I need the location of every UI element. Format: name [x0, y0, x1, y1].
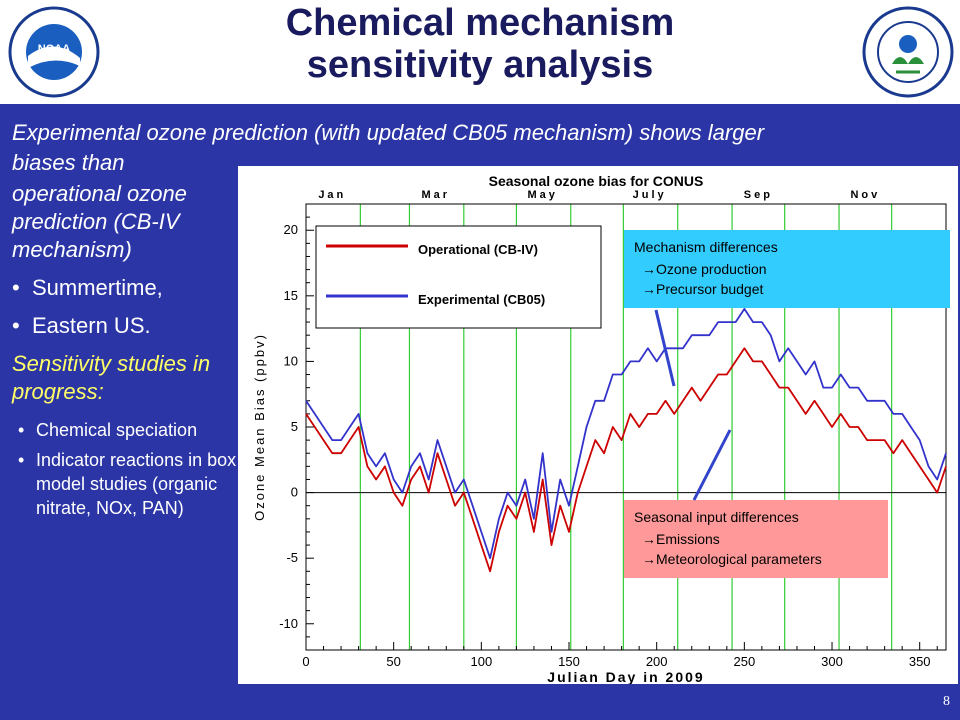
- legend: Operational (CB-IV) Experimental (CB05): [315, 225, 602, 329]
- input-differences-box: [624, 500, 888, 578]
- mechanism-differences-item: →Precursor budget: [642, 281, 764, 297]
- mechanism-differences-item: →Ozone production: [642, 261, 767, 277]
- x-tick-label: 150: [558, 654, 580, 669]
- ozone-bias-chart: Seasonal ozone bias for CONUS Jan Mar May Ju…: [252, 173, 950, 685]
- x-axis-label: Julian Day in 2009: [547, 669, 704, 684]
- legend-label: Experimental (CB05): [418, 292, 545, 307]
- y-tick-label: 10: [284, 353, 298, 368]
- y-tick-label: 5: [291, 419, 298, 434]
- title-line-1: Chemical mechanism: [285, 2, 675, 44]
- chart-title: Seasonal ozone bias for CONUS: [489, 173, 704, 189]
- legend-box: [315, 225, 602, 329]
- mechanism-arrow: [654, 309, 676, 387]
- page-number: 8: [943, 694, 950, 709]
- input-arrow: [692, 429, 732, 501]
- svg-text:NOAA: NOAA: [38, 43, 70, 55]
- series-line-experimental: [305, 307, 947, 560]
- x-tick-label: 300: [821, 654, 843, 669]
- sensitivity-heading: Sensitivity studies in progress:: [12, 351, 211, 404]
- y-tick-label: 15: [284, 288, 298, 303]
- month-label: Mar: [421, 189, 450, 201]
- legend-label: Operational (CB-IV): [418, 242, 538, 257]
- intro-line-2: biases than: [12, 150, 125, 175]
- y-tick-label: 20: [284, 222, 298, 237]
- bullet-eastern-us: Eastern US.: [12, 312, 238, 340]
- y-tick-label: -5: [286, 550, 298, 565]
- intro-continuation: operational ozone prediction (CB-IV mech…: [12, 181, 187, 262]
- x-tick-label: 100: [470, 654, 492, 669]
- annotations: Mechanism differences →Ozone production →P…: [624, 230, 950, 578]
- bullet-indicator-reactions: Indicator reactions in box model studies…: [12, 448, 238, 520]
- intro-line-1: Experimental ozone prediction (with upda…: [12, 120, 765, 145]
- axis-labels: Seasonal ozone bias for CONUS Jan Mar May Ju…: [252, 173, 931, 685]
- month-label: Jan: [318, 189, 346, 201]
- month-label: Nov: [850, 189, 880, 201]
- bullet-summertime: Summertime,: [12, 274, 238, 302]
- y-tick-label: 0: [291, 485, 298, 500]
- noaa-logo: NOAA: [8, 6, 100, 98]
- epa-logo: [862, 6, 954, 98]
- x-tick-label: 250: [734, 654, 756, 669]
- x-tick-label: 50: [386, 654, 400, 669]
- month-label: Sep: [744, 189, 773, 201]
- series-line-operational: [305, 347, 947, 573]
- x-tick-label: 350: [909, 654, 931, 669]
- input-differences-item: →Emissions: [642, 531, 720, 547]
- x-tick-label: 200: [646, 654, 668, 669]
- intro-text: Experimental ozone prediction (with upda…: [12, 118, 952, 178]
- slide-header: [0, 0, 960, 104]
- mechanism-differences-title: Mechanism differences: [634, 239, 778, 255]
- chart-panel: Seasonal ozone bias for CONUS Jan Mar May Ju…: [238, 166, 958, 685]
- bullet-chemical-speciation: Chemical speciation: [12, 418, 238, 442]
- mechanism-differences-box: [624, 230, 950, 308]
- input-differences-title: Seasonal input differences: [634, 509, 799, 525]
- series-lines: [305, 307, 947, 573]
- month-label: July: [633, 189, 667, 201]
- input-differences-item: →Meteorological parameters: [642, 551, 822, 567]
- slide-title: Chemical mechanism sensitivity analysis: [200, 2, 760, 86]
- month-label: May: [528, 189, 558, 201]
- title-line-2: sensitivity analysis: [306, 44, 654, 86]
- axes: [305, 203, 947, 651]
- y-tick-label: -10: [279, 616, 298, 631]
- left-column: operational ozone prediction (CB-IV mech…: [12, 180, 238, 520]
- x-tick-label: 0: [302, 654, 309, 669]
- y-axis-label: Ozone Mean Bias (ppbv): [252, 333, 267, 521]
